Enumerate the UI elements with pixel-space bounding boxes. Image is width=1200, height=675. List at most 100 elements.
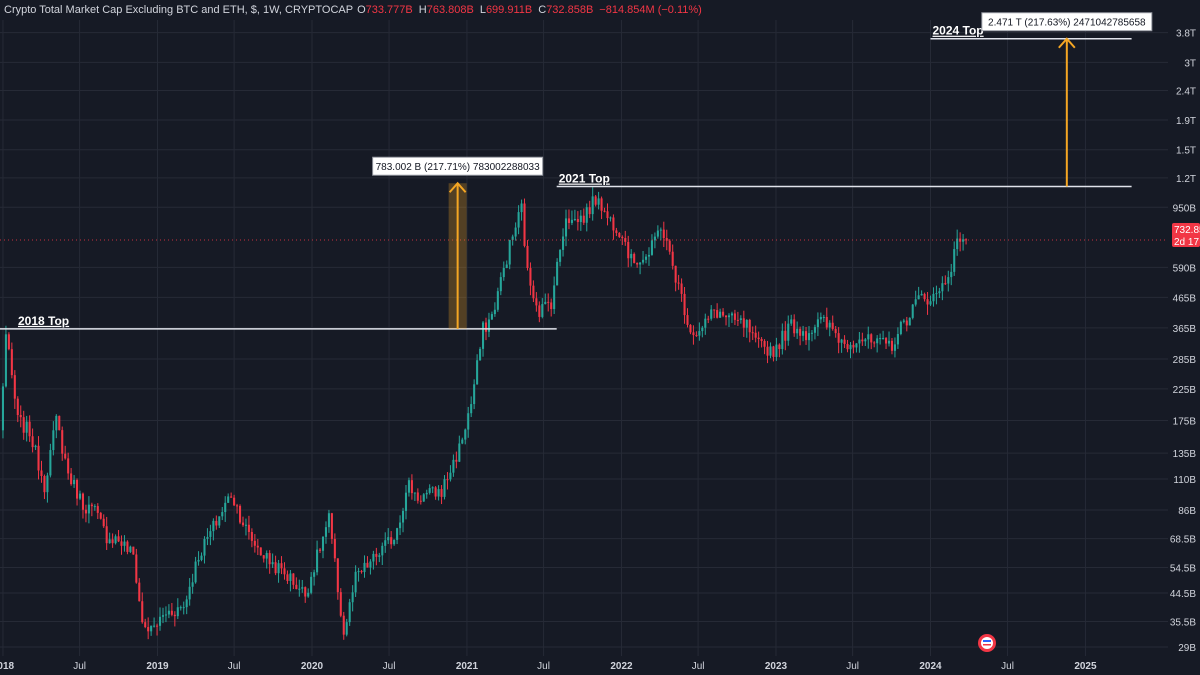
candle [280,556,283,575]
candle-body [947,277,950,284]
candle [745,319,748,338]
candle [268,550,271,574]
candle-body [636,262,639,265]
candle-body [268,553,271,565]
candle [381,542,384,565]
candle-body [413,492,416,494]
candle [564,209,568,247]
candle-body [96,506,99,513]
candle [698,322,701,341]
y-tick-label: 110B [1173,475,1196,486]
candle-body [724,315,728,318]
candle-body [517,212,520,228]
candle [197,551,200,566]
candle-body [739,318,742,320]
candle [787,315,790,346]
chart-legend: Crypto Total Market Cap Excluding BTC an… [4,2,704,18]
candle [733,309,736,326]
candle [689,324,692,335]
candle-body [244,524,247,526]
candle [594,194,597,207]
candle-body [173,614,176,617]
candle [567,209,571,230]
candle-body [37,445,40,471]
candle-body [476,360,479,385]
candle-body [882,338,885,340]
candle-body [40,470,43,477]
candle [396,527,399,545]
candle-body [698,331,701,336]
candle [730,311,733,323]
candle-body [274,562,277,574]
candle-body [230,496,233,498]
candle [722,308,725,318]
candle-body [784,330,787,341]
candle [627,235,630,268]
candle-body [443,479,446,497]
candle-body [158,616,162,626]
candle [158,607,162,631]
candle-body [567,218,571,223]
candle-body [627,241,630,259]
candle [283,562,286,580]
candle-body [662,229,665,239]
candle-body [304,587,307,597]
candle [890,337,894,355]
candle-body [327,513,330,528]
time-axis[interactable]: 2018 Jul 2019 Jul 2020 Jul 2021 Jul 2022 Jul 2023 J… [0,661,1097,672]
candle-body [923,293,926,300]
candle [221,507,224,521]
candle-body [644,256,648,260]
candle-body [330,513,333,539]
candle-body [73,479,76,485]
candle-body [7,334,10,350]
candle-body [351,592,354,603]
candle [481,320,485,357]
candle-body [926,299,929,305]
candle-body [422,494,425,502]
candle [790,314,793,326]
candle-body [241,522,245,526]
candle [710,305,713,321]
candle [805,326,808,345]
candle [526,240,529,271]
candle [138,578,141,602]
price-axis[interactable]: 29B 35.5B 44.5B 54.5B 68.5B 86B 110B 135B 175B 22… [1170,29,1196,654]
candle-body [659,229,662,231]
candle [799,326,802,346]
candle [129,545,132,554]
candle [348,598,351,626]
candle [173,611,176,627]
candle-body [748,319,751,333]
candle-body [520,203,523,213]
measure-label-box [981,12,1153,32]
candle [579,210,582,231]
candle-body [704,318,707,328]
candle-body [333,538,336,559]
candle [90,502,93,517]
candle-body [511,236,514,240]
candle-body [541,304,544,317]
candle-body [813,327,816,333]
candle [597,191,600,210]
candle [541,298,544,319]
candle-body [612,217,615,231]
candle-body [564,218,568,237]
candle-body [656,230,659,237]
candle [422,493,425,502]
candle [615,227,618,237]
candle [680,278,683,302]
candle-body [807,333,811,341]
candle [135,548,138,584]
candle [636,262,639,268]
candle-body [760,339,763,342]
candle [559,249,562,267]
candle [161,607,165,624]
candle-body [218,516,221,526]
candle-body [938,291,941,294]
candle [470,396,473,418]
candle [194,556,197,584]
candle [523,198,526,248]
flag-icon[interactable] [978,634,996,652]
